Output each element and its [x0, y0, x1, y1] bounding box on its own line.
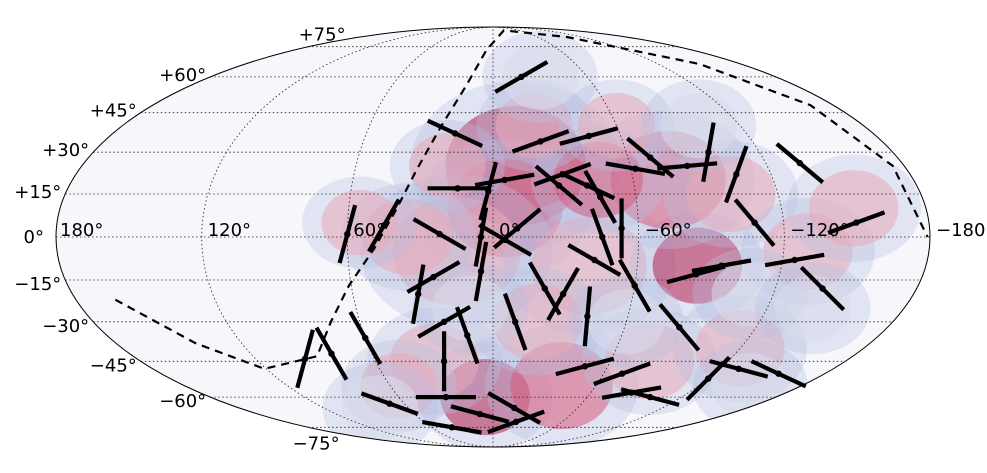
- segment-center-dot: [362, 334, 369, 342]
- segment-center-dot: [692, 271, 700, 278]
- segment-center-dot: [344, 230, 351, 238]
- map-outline: [55, 26, 931, 448]
- lat-tick-label: −60°: [159, 391, 206, 412]
- segment-center-dot: [791, 256, 798, 264]
- meridian-line: [492, 27, 785, 447]
- lon-tick-label: 120°: [208, 220, 251, 241]
- lon-tick-label: −120°: [790, 220, 848, 241]
- density-blob: [808, 170, 899, 247]
- segment-center-dot: [597, 193, 604, 201]
- segment-center-dot: [647, 154, 654, 161]
- density-blob: [774, 275, 852, 341]
- density-blob: [660, 92, 738, 159]
- lon-tick-label: 60°: [353, 220, 385, 241]
- segment-center-dot: [511, 404, 518, 412]
- segment-center-dot: [618, 225, 625, 232]
- lon-tick-label: 0°: [499, 220, 519, 241]
- segment-center-dot: [328, 350, 335, 357]
- segment-center-dot: [518, 73, 525, 81]
- segment-center-dot: [440, 358, 448, 365]
- segment-center-dot: [599, 233, 606, 241]
- segment-center-dot: [718, 262, 725, 269]
- graticule: [56, 27, 930, 447]
- density-blob: [495, 92, 573, 159]
- segment-center-dot: [477, 268, 485, 275]
- lat-tick-label: +75°: [299, 25, 346, 46]
- segment-center-dot: [430, 273, 437, 281]
- segment-center-dot: [796, 159, 803, 167]
- segment-center-dot: [733, 171, 740, 178]
- segment-center-dot: [541, 285, 548, 292]
- segment-center-dot: [485, 188, 492, 195]
- segment-center-dot: [501, 176, 508, 184]
- segment-center-dot: [448, 424, 456, 431]
- segment-center-dot: [440, 318, 448, 325]
- segment-center-dot: [581, 363, 588, 370]
- segment-center-dot: [632, 165, 639, 172]
- segment-center-dot: [442, 393, 450, 401]
- segment-center-dot: [585, 132, 592, 140]
- segment-center-dot: [705, 149, 712, 156]
- segment-center-dot: [464, 332, 471, 339]
- meridian-line: [492, 27, 640, 447]
- lat-tick-label: +60°: [159, 65, 206, 86]
- dashed-boundary: [114, 29, 929, 370]
- lat-tick-label: −45°: [90, 355, 137, 376]
- lon-tick-label: −180°: [936, 220, 987, 241]
- segment-center-dot: [512, 418, 520, 425]
- segment-center-dot: [853, 219, 860, 226]
- lon-tick-label: −60°: [645, 220, 692, 241]
- density-blob: [341, 375, 419, 441]
- segment-center-dot: [436, 230, 443, 238]
- segment-center-dot: [684, 162, 691, 170]
- segment-center-dot: [559, 290, 567, 298]
- segment-center-dot: [775, 370, 782, 377]
- segment-center-dot: [477, 233, 485, 241]
- segment-center-dot: [819, 285, 826, 292]
- density-blob: [711, 261, 789, 327]
- segment-center-dot: [583, 182, 591, 189]
- tick-labels: +75° +60° +45°+30° +15° 0° −15° −30°−45° −60° −7…: [14, 25, 987, 455]
- lat-tick-label: −30°: [42, 316, 89, 337]
- meridian-line: [346, 27, 494, 447]
- meridian-line: [201, 27, 494, 447]
- segment-center-dot: [631, 282, 638, 289]
- segment-center-dot: [646, 393, 654, 401]
- segment-center-dot: [555, 182, 563, 189]
- segment-center-dot: [380, 222, 388, 229]
- segment-center-dot: [705, 375, 712, 382]
- segment-center-dot: [676, 324, 683, 331]
- density-blob: [501, 44, 579, 110]
- lat-tick-label: +30°: [42, 140, 89, 161]
- segment-center-dot: [476, 410, 484, 418]
- segment-center-dot: [735, 365, 742, 372]
- lat-tick-label: +45°: [90, 101, 137, 122]
- lon-tick-label: 180°: [60, 220, 103, 241]
- segment-center-dot: [618, 370, 626, 377]
- segment-center-dot: [415, 290, 422, 298]
- segment-center-dot: [451, 130, 459, 137]
- segment-center-dot: [301, 355, 309, 362]
- segment-center-dot: [514, 225, 521, 232]
- density-blobs: [302, 30, 921, 447]
- polarization-segments: [295, 60, 886, 435]
- segment-center-dot: [751, 219, 758, 226]
- lat-tick-label: −75°: [293, 433, 340, 454]
- segment-center-dot: [512, 318, 519, 325]
- segment-center-dot: [591, 256, 598, 264]
- segment-center-dot: [537, 138, 544, 145]
- segment-center-dot: [386, 400, 393, 407]
- lat-tick-label: 0°: [24, 227, 44, 248]
- lat-tick-label: +15°: [14, 182, 61, 203]
- segment-center-dot: [501, 236, 509, 244]
- lat-tick-label: −15°: [14, 274, 61, 295]
- segment-center-dot: [584, 313, 591, 320]
- segment-center-dot: [454, 185, 461, 192]
